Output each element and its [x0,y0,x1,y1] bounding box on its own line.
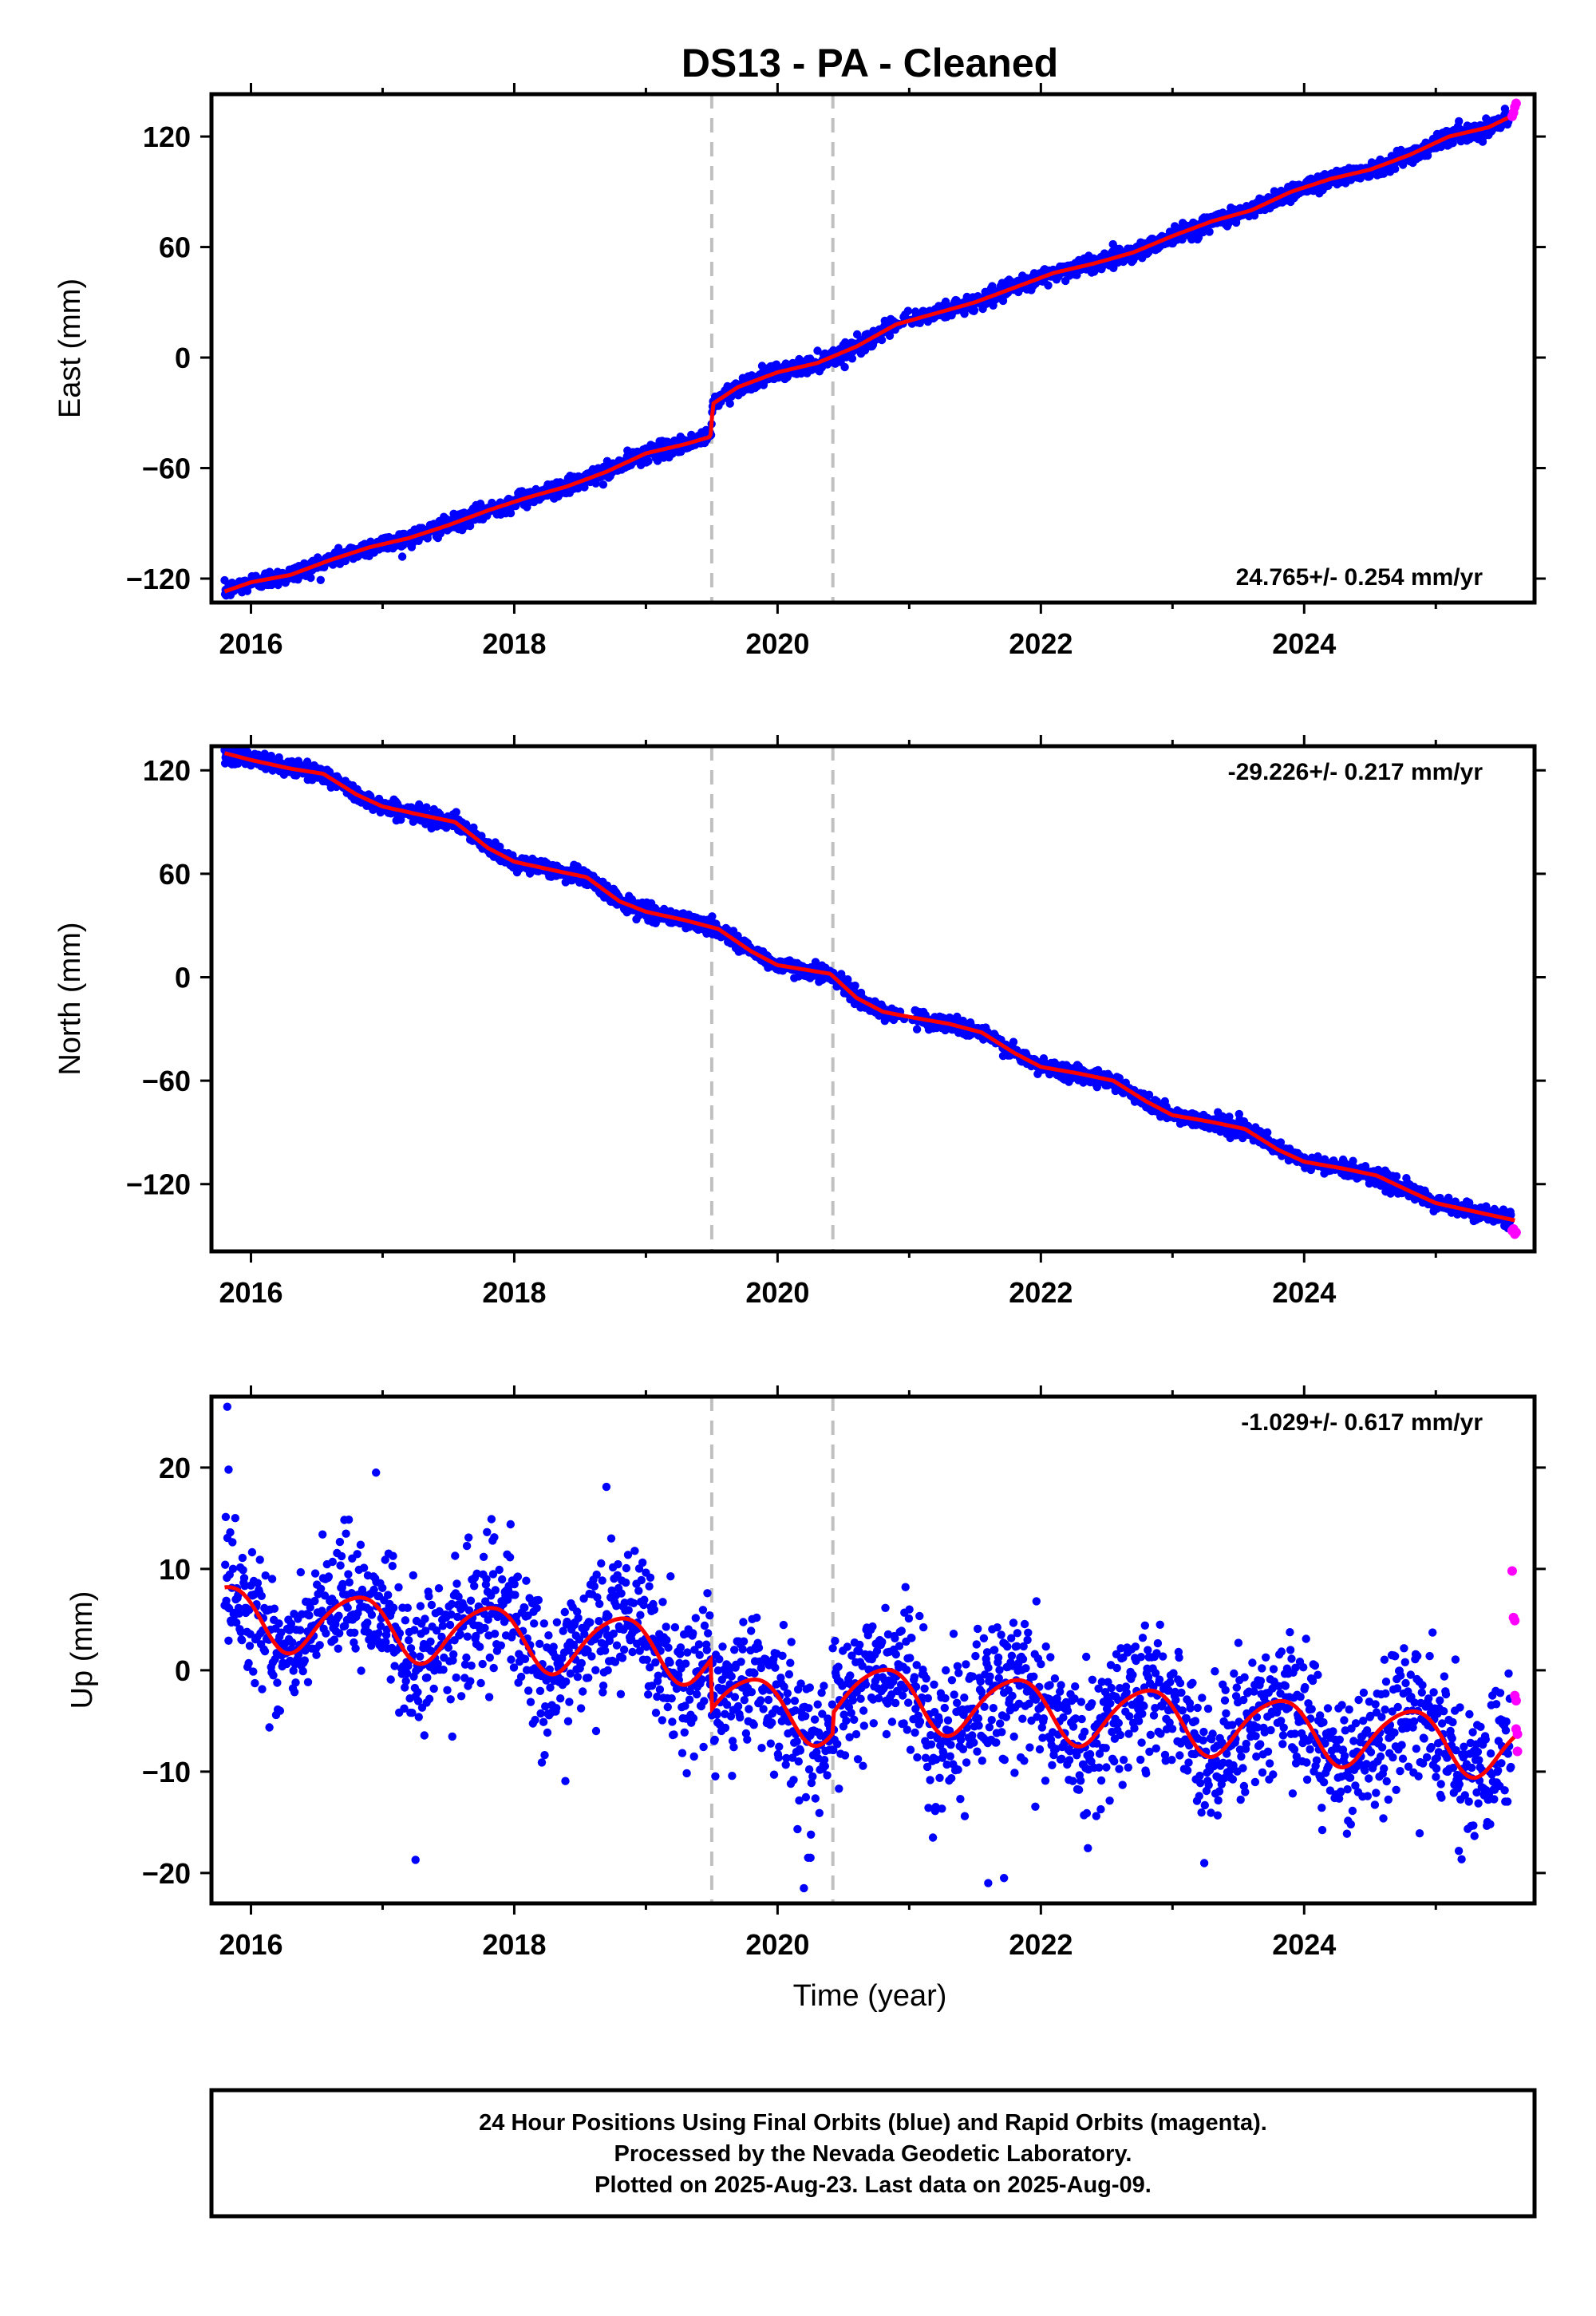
data-point [877,335,887,345]
x-tick-label: 2016 [219,627,282,660]
data-point [970,306,979,314]
data-point [813,346,822,355]
data-point [422,803,431,812]
data-point [1187,235,1196,244]
data-point [506,508,516,518]
data-point [644,456,653,466]
data-point [847,354,857,363]
y-tick-label: 0 [175,342,191,374]
data-point [1392,1172,1401,1181]
y-tick-label: 120 [143,121,191,153]
data-point [452,808,460,816]
data-point [598,480,608,489]
data-point [725,399,734,408]
data-point [912,1025,922,1034]
chart-title: DS13 - PA - Cleaned [681,41,1058,85]
x-tick-label: 2018 [482,627,546,660]
east-panel: −120 −60 0 60 120 2016 2018 2020 2022 2024 East (m… [53,83,1546,660]
data-point [306,573,315,583]
data-point [1009,1037,1018,1046]
x-tick-label: 2024 [1272,627,1336,660]
x-tick-label: 2020 [745,627,809,660]
final-orbit-points [220,105,1515,600]
data-point [1263,1128,1272,1137]
y-axis-label: East (mm) [53,279,87,418]
data-point [852,330,862,339]
x-tick-label: 2022 [1009,627,1073,660]
data-point [1205,227,1214,236]
data-point [397,552,407,561]
rapid-point [1511,98,1521,109]
y-tick-label: −120 [126,563,191,595]
data-point [1455,117,1464,126]
data-point [316,575,325,584]
data-point [580,483,589,492]
velocity-label: 24.765+/- 0.254 mm/yr [1236,564,1483,591]
y-tick-label: 60 [159,231,191,264]
data-point [998,296,1008,306]
data-point [903,306,913,315]
data-point [1044,281,1053,290]
rapid-orbit-points [1507,98,1521,121]
y-tick-label: −60 [142,453,191,485]
final-orbit-points [220,744,1515,1233]
data-point [840,362,849,372]
